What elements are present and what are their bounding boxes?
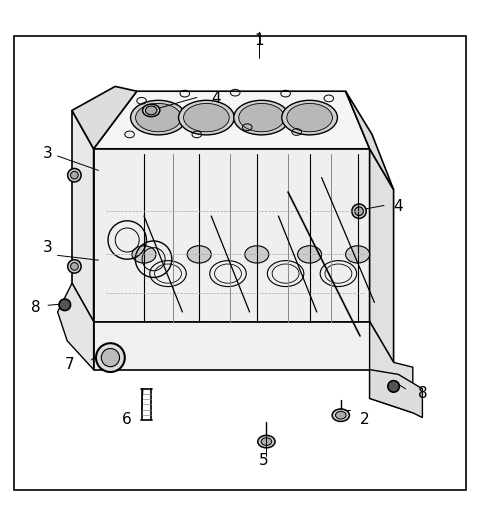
Text: 1: 1 — [254, 33, 264, 48]
Ellipse shape — [143, 104, 160, 117]
Ellipse shape — [101, 348, 120, 367]
Text: 4: 4 — [211, 91, 221, 106]
Ellipse shape — [187, 246, 211, 263]
Text: 3: 3 — [43, 146, 53, 161]
Ellipse shape — [261, 438, 272, 446]
Ellipse shape — [96, 343, 125, 372]
Polygon shape — [94, 322, 370, 370]
Ellipse shape — [59, 299, 71, 310]
Ellipse shape — [179, 100, 234, 135]
Ellipse shape — [234, 100, 289, 135]
Ellipse shape — [332, 409, 349, 421]
Ellipse shape — [71, 262, 78, 270]
Text: 7: 7 — [65, 357, 74, 372]
Ellipse shape — [258, 436, 275, 448]
Polygon shape — [370, 370, 422, 418]
Polygon shape — [58, 283, 94, 370]
Ellipse shape — [287, 103, 333, 132]
Polygon shape — [94, 91, 370, 149]
Text: 4: 4 — [394, 199, 403, 214]
Text: 5: 5 — [259, 454, 269, 468]
Ellipse shape — [132, 246, 156, 263]
Text: 8: 8 — [418, 386, 427, 401]
Text: 6: 6 — [122, 412, 132, 428]
Ellipse shape — [336, 411, 346, 419]
Polygon shape — [370, 322, 413, 413]
Polygon shape — [346, 91, 394, 190]
Polygon shape — [370, 149, 394, 362]
Ellipse shape — [71, 172, 78, 179]
Text: 2: 2 — [360, 412, 370, 428]
Text: 3: 3 — [43, 240, 53, 254]
Polygon shape — [72, 87, 137, 149]
Ellipse shape — [68, 260, 81, 273]
Ellipse shape — [388, 381, 399, 392]
Ellipse shape — [239, 103, 285, 132]
Polygon shape — [94, 149, 370, 322]
Ellipse shape — [346, 246, 370, 263]
Polygon shape — [72, 110, 94, 322]
Ellipse shape — [282, 100, 337, 135]
Ellipse shape — [131, 100, 186, 135]
Ellipse shape — [183, 103, 229, 132]
Text: 8: 8 — [31, 300, 41, 315]
Ellipse shape — [145, 106, 157, 115]
Ellipse shape — [135, 103, 181, 132]
Ellipse shape — [68, 168, 81, 182]
Ellipse shape — [352, 204, 366, 219]
Ellipse shape — [298, 246, 322, 263]
Ellipse shape — [355, 207, 363, 215]
Ellipse shape — [245, 246, 269, 263]
